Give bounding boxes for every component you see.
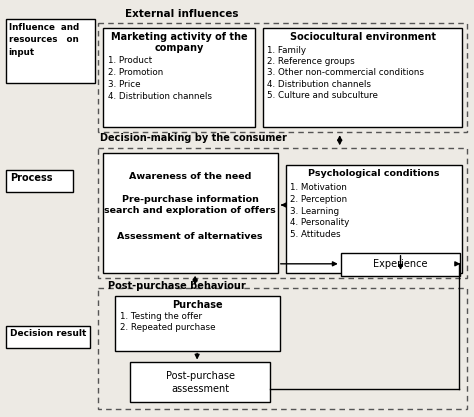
Bar: [6, 19, 95, 83]
Text: Influence  and
resources   on
input: Influence and resources on input: [9, 23, 79, 57]
Text: 1. Product
2. Promotion
3. Price
4. Distribution channels: 1. Product 2. Promotion 3. Price 4. Dist…: [109, 55, 212, 101]
Bar: [103, 28, 255, 127]
Text: Experience: Experience: [373, 259, 428, 269]
Text: Awareness of the need: Awareness of the need: [129, 172, 251, 181]
Text: External influences: External influences: [125, 9, 239, 19]
Text: Purchase: Purchase: [172, 300, 222, 310]
Bar: [130, 362, 270, 402]
Text: Marketing activity of the
company: Marketing activity of the company: [111, 32, 247, 53]
Text: Pre-purchase information
search and exploration of offers: Pre-purchase information search and expl…: [104, 195, 276, 215]
Bar: [263, 28, 462, 127]
Bar: [99, 23, 467, 132]
Text: Psychological conditions: Psychological conditions: [308, 169, 439, 178]
Text: Post-purchase
assessment: Post-purchase assessment: [165, 371, 235, 394]
Text: Post-purchase behaviour: Post-purchase behaviour: [109, 281, 246, 291]
Bar: [99, 148, 467, 278]
Bar: [99, 288, 467, 409]
Text: Decision-making by the consumer: Decision-making by the consumer: [100, 133, 287, 143]
Bar: [103, 153, 278, 273]
Text: Assessment of alternatives: Assessment of alternatives: [118, 232, 263, 241]
Text: 1. Testing the offer
2. Repeated purchase: 1. Testing the offer 2. Repeated purchas…: [120, 311, 216, 332]
Bar: [286, 165, 462, 273]
Text: Process: Process: [9, 173, 52, 183]
Text: 1. Motivation
2. Perception
3. Learning
4. Personality
5. Attitudes: 1. Motivation 2. Perception 3. Learning …: [290, 183, 349, 239]
Text: Sociocultural environment: Sociocultural environment: [290, 32, 436, 42]
Bar: [6, 326, 91, 347]
Bar: [115, 296, 280, 351]
Text: Decision result: Decision result: [9, 329, 86, 338]
Text: 1. Family
2. Reference groups
3. Other non-commercial conditions
4. Distribution: 1. Family 2. Reference groups 3. Other n…: [267, 45, 424, 100]
Bar: [6, 170, 73, 192]
Bar: [341, 253, 460, 276]
